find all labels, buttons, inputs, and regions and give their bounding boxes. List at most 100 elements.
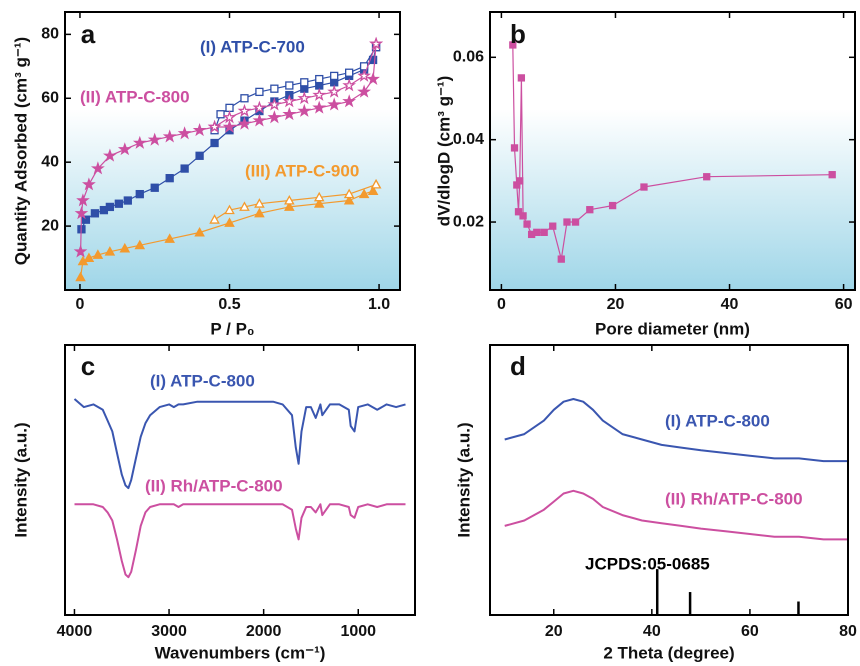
x-axis-title: Pore diameter (nm) [595, 319, 750, 338]
marker [357, 84, 372, 98]
marker [147, 132, 162, 146]
x-axis-title: P / P₀ [210, 319, 254, 338]
marker [533, 228, 541, 236]
x-tick-label: 3000 [151, 623, 187, 640]
marker [92, 249, 104, 259]
marker [270, 84, 279, 93]
marker [345, 68, 354, 77]
marker [252, 100, 267, 114]
reference-label: JCPDS:05-0685 [585, 554, 710, 573]
y-tick-label: 0.04 [453, 131, 484, 148]
x-tick-label: 2000 [246, 623, 282, 640]
marker [608, 201, 617, 210]
marker [90, 161, 105, 175]
panel-label: c [81, 351, 95, 381]
marker [216, 110, 225, 119]
marker [194, 226, 205, 237]
marker [313, 198, 325, 208]
plot-frame [489, 11, 856, 291]
marker [343, 188, 355, 199]
series-label: (II) Rh/ATP-C-800 [145, 476, 283, 495]
marker [285, 81, 294, 90]
marker [284, 194, 295, 205]
marker [297, 90, 312, 105]
marker [557, 255, 565, 263]
x-tick-label: 60 [835, 296, 853, 313]
marker [300, 78, 309, 87]
marker [255, 87, 264, 97]
marker [239, 201, 250, 211]
marker [123, 196, 132, 205]
marker [222, 110, 237, 124]
marker [117, 142, 132, 156]
marker [132, 135, 147, 149]
y-tick-label: 0.02 [453, 213, 484, 230]
x-tick-label: 60 [741, 623, 759, 640]
marker [177, 126, 192, 140]
y-tick-label: 60 [41, 89, 59, 106]
marker [195, 151, 204, 160]
x-tick-label: 4000 [57, 623, 93, 640]
x-tick-label: 0 [497, 296, 506, 313]
marker [254, 198, 265, 208]
plot-frame [64, 11, 401, 291]
x-axis-title: 2 Theta (degree) [603, 643, 734, 662]
marker [313, 191, 325, 202]
marker [105, 202, 115, 212]
marker [237, 103, 252, 117]
marker [514, 208, 523, 216]
marker [369, 36, 384, 50]
marker [267, 97, 282, 111]
marker [134, 239, 146, 250]
marker [828, 171, 836, 179]
marker [297, 103, 312, 117]
marker [516, 177, 524, 185]
marker [343, 194, 355, 205]
series-line [504, 489, 848, 541]
marker [315, 74, 324, 84]
series-label: (III) ATP-C-900 [245, 161, 359, 180]
marker [370, 179, 382, 189]
marker [180, 164, 189, 173]
x-tick-label: 20 [545, 623, 563, 640]
panel-label: d [510, 351, 526, 381]
plot-frame [64, 344, 416, 616]
marker [240, 94, 249, 103]
marker [237, 116, 252, 130]
marker [549, 222, 557, 230]
marker [192, 122, 207, 137]
x-tick-label: 1.0 [368, 296, 390, 313]
marker [586, 206, 594, 214]
series-line [504, 398, 848, 463]
marker [162, 129, 177, 143]
marker [252, 113, 267, 127]
marker [327, 97, 342, 111]
marker [282, 94, 297, 108]
series-line [74, 503, 406, 579]
marker [119, 242, 131, 253]
marker [207, 119, 222, 133]
y-axis-title: Intensity (a.u.) [454, 422, 473, 537]
marker [358, 188, 370, 199]
marker [76, 193, 90, 207]
x-tick-label: 40 [643, 623, 661, 640]
series-label: (I) ATP-C-800 [665, 411, 770, 430]
marker [517, 74, 526, 82]
y-axis-title: Quantity Adsorbed (cm³ g⁻¹) [11, 37, 30, 265]
y-tick-label: 0.06 [453, 49, 484, 66]
x-tick-label: 40 [721, 296, 739, 313]
y-tick-label: 80 [41, 26, 59, 43]
y-tick-label: 20 [41, 217, 59, 234]
series-line [73, 398, 406, 490]
marker [104, 246, 116, 256]
marker [327, 84, 342, 98]
marker [165, 174, 174, 183]
marker [210, 138, 219, 148]
marker [342, 78, 357, 92]
marker [90, 209, 100, 218]
marker [519, 212, 527, 220]
x-tick-label: 0.5 [218, 296, 240, 313]
series-label: (II) Rh/ATP-C-800 [665, 489, 803, 508]
marker [164, 233, 175, 243]
